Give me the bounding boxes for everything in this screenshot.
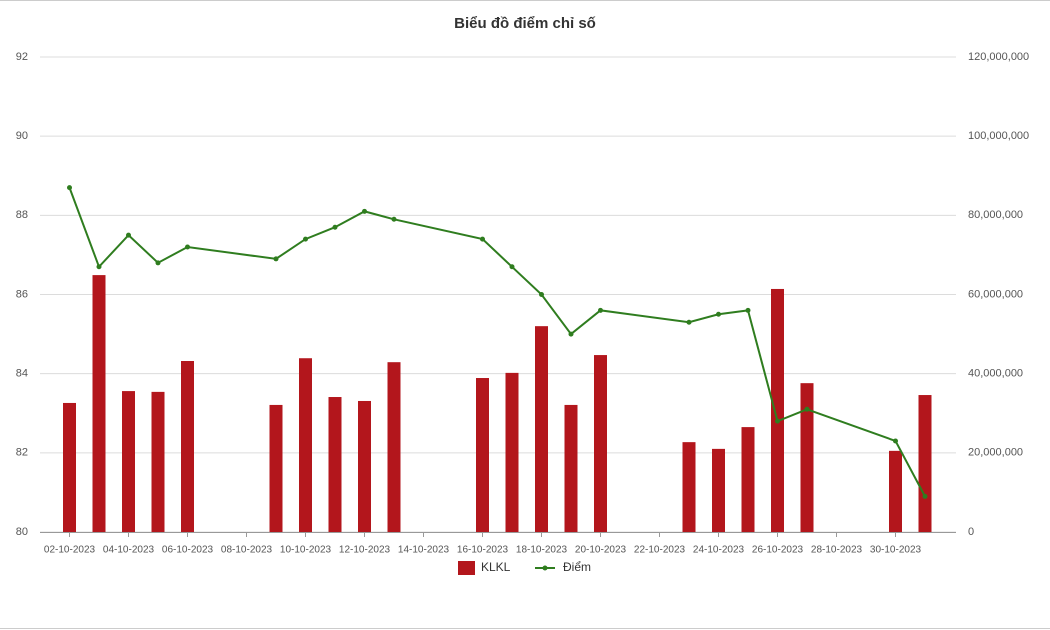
x-tick-label: 26-10-2023 xyxy=(752,545,804,556)
bar xyxy=(122,391,135,532)
bar xyxy=(299,358,312,532)
line-point xyxy=(598,307,603,313)
x-tick-label: 16-10-2023 xyxy=(457,545,509,556)
y2-tick-label: 60,000,000 xyxy=(968,288,1023,300)
x-tick-label: 24-10-2023 xyxy=(693,545,745,556)
y2-tick-label: 20,000,000 xyxy=(968,447,1023,459)
x-tick-label: 20-10-2023 xyxy=(575,545,627,556)
x-tick-label: 04-10-2023 xyxy=(103,545,155,556)
bar xyxy=(771,288,784,532)
x-tick-label: 10-10-2023 xyxy=(280,545,332,556)
line-point xyxy=(362,208,367,214)
bar xyxy=(712,448,725,532)
x-tick-label: 12-10-2023 xyxy=(339,545,391,556)
line-point xyxy=(155,260,161,266)
line-point xyxy=(716,311,721,317)
legend-label: Điểm xyxy=(563,560,591,574)
bar xyxy=(151,391,165,532)
bar xyxy=(564,404,578,532)
line-point xyxy=(126,232,131,238)
line-point xyxy=(96,264,102,270)
x-tick-label: 06-10-2023 xyxy=(162,545,214,556)
bar xyxy=(800,383,814,532)
chart-title: Biểu đồ điểm chỉ số xyxy=(454,15,596,32)
y-tick-label: 86 xyxy=(16,288,28,300)
legend-label: KLKL xyxy=(481,560,511,574)
line-point xyxy=(273,256,279,262)
y2-tick-label: 80,000,000 xyxy=(968,209,1023,221)
line xyxy=(68,187,926,497)
line-point xyxy=(686,319,692,325)
y2-tick-label: 100,000,000 xyxy=(968,130,1029,142)
bar xyxy=(63,402,76,532)
bar xyxy=(889,450,902,532)
bar xyxy=(387,362,401,532)
y2-tick-label: 40,000,000 xyxy=(968,368,1023,380)
x-tick-label: 14-10-2023 xyxy=(398,545,450,556)
y-tick-label: 80 xyxy=(16,526,28,538)
x-tick-label: 28-10-2023 xyxy=(811,545,863,556)
line-point xyxy=(568,331,574,337)
bar xyxy=(476,378,489,532)
line-point xyxy=(745,307,751,313)
bar xyxy=(535,326,548,532)
y-tick-label: 84 xyxy=(16,368,28,380)
line-point xyxy=(67,185,72,191)
y2-tick-label: 120,000,000 xyxy=(968,51,1029,63)
bar xyxy=(682,442,696,532)
bar xyxy=(741,427,755,532)
line-point xyxy=(509,264,515,270)
bar xyxy=(594,355,607,532)
y2-tick-label: 0 xyxy=(968,526,974,538)
legend-swatch-point xyxy=(542,565,548,571)
line-point xyxy=(775,418,780,424)
x-tick-label: 18-10-2023 xyxy=(516,545,568,556)
bar xyxy=(269,404,283,532)
y-tick-label: 82 xyxy=(16,447,28,459)
y-tick-label: 90 xyxy=(16,130,28,142)
line-point xyxy=(332,224,338,230)
line-point xyxy=(391,216,397,222)
bar xyxy=(328,397,342,532)
bar xyxy=(505,372,519,532)
line-point xyxy=(185,244,190,250)
bar xyxy=(358,400,371,532)
bar xyxy=(92,275,106,532)
x-tick-label: 30-10-2023 xyxy=(870,545,922,556)
line-point xyxy=(480,236,485,242)
x-tick-label: 22-10-2023 xyxy=(634,545,686,556)
line-point xyxy=(922,493,928,499)
y-tick-label: 88 xyxy=(16,209,28,221)
x-tick-label: 08-10-2023 xyxy=(221,545,273,556)
bar xyxy=(918,395,932,532)
x-tick-label: 02-10-2023 xyxy=(44,545,96,556)
legend-swatch xyxy=(458,561,475,575)
y-tick-label: 92 xyxy=(16,51,28,63)
bar xyxy=(181,361,194,532)
line-point xyxy=(303,236,308,242)
line-point xyxy=(893,438,898,444)
line-point xyxy=(804,406,810,412)
line-point xyxy=(539,292,544,297)
